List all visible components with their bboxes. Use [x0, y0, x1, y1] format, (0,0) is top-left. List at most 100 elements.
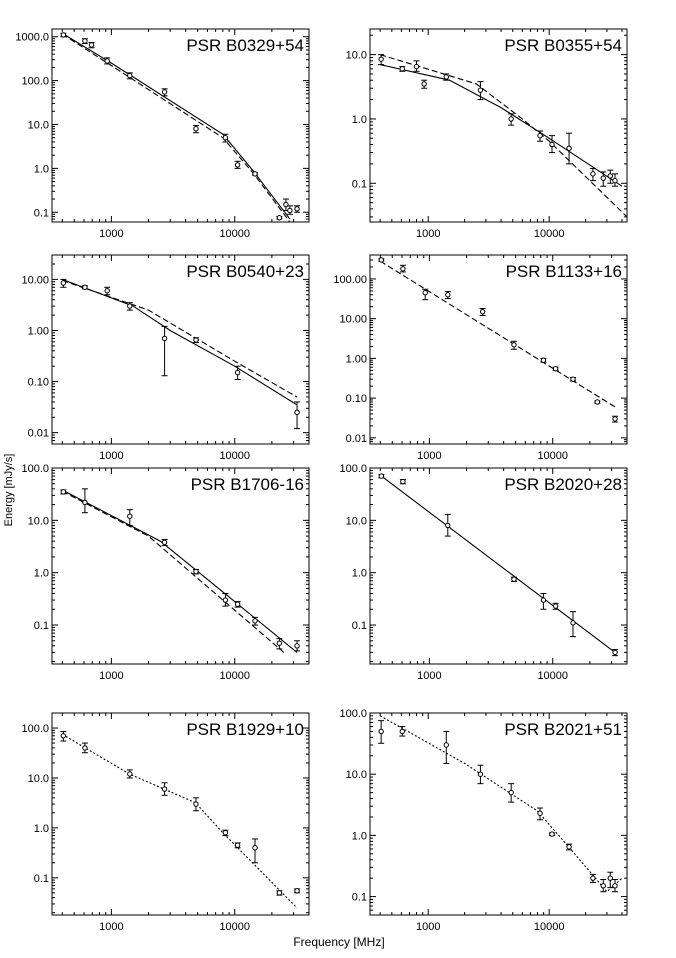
- data-point: [82, 38, 88, 44]
- data-point: [161, 786, 168, 792]
- data-point: [234, 162, 241, 168]
- x-tick-label: 10000: [537, 670, 568, 682]
- data-point: [234, 369, 241, 376]
- data-point: [127, 72, 133, 79]
- data-point: [222, 597, 229, 603]
- y-tick-label: 1.0: [352, 568, 367, 580]
- data-point: [104, 288, 110, 294]
- y-tick-label: 0.10: [346, 393, 367, 405]
- data-point: [549, 141, 555, 148]
- y-axis-label: Energy [mJy/s]: [3, 454, 15, 527]
- data-point: [443, 742, 449, 748]
- spectrum-panel: 1000 10000 100.0 10.0 1.0 0.1 PSR B1929+10: [21, 712, 310, 933]
- data-point: [252, 618, 258, 624]
- data-point: [607, 875, 613, 881]
- y-tick-label: 10.0: [346, 769, 367, 781]
- y-tick-label: 0.01: [28, 428, 49, 440]
- y-tick-label: 1.0: [34, 823, 49, 835]
- fit-line-dashed: [62, 33, 291, 223]
- fit-line-dotted: [379, 715, 623, 893]
- y-tick-label: 100.0: [21, 463, 49, 475]
- spectrum-panel: 1000 10000 10.0 1.0 0.1 PSR B0355+54: [346, 28, 628, 240]
- data-point: [594, 399, 601, 405]
- y-tick-label: 10.0: [346, 50, 367, 62]
- data-point: [294, 643, 300, 649]
- data-point: [222, 135, 229, 141]
- data-point: [570, 376, 576, 382]
- plot-frame: [51, 28, 310, 223]
- data-point: [612, 883, 618, 889]
- data-point: [60, 32, 67, 38]
- y-tick-label: 100.00: [333, 274, 367, 286]
- data-point: [82, 499, 88, 506]
- fit-line-solid: [62, 278, 298, 406]
- data-point: [127, 303, 133, 309]
- spectrum-panel: 1000 10000 1000.0 100.0 10.0 1.0 0.1 PSR B0329+…: [15, 28, 310, 240]
- data-point: [421, 81, 427, 87]
- y-tick-label: 0.1: [352, 178, 367, 190]
- data-point: [193, 568, 199, 575]
- data-point: [294, 888, 300, 894]
- data-point: [540, 357, 547, 363]
- data-point: [104, 58, 110, 64]
- fit-line-dashed: [62, 490, 285, 653]
- data-point: [82, 745, 88, 751]
- data-point: [378, 728, 384, 735]
- plot-frame: [51, 254, 310, 445]
- panel-title: PSR B2021+51: [504, 720, 622, 739]
- y-tick-label: 0.1: [352, 892, 367, 904]
- panel-title: PSR B1706-16: [191, 475, 304, 494]
- spectrum-panel: 1000 10000 10.00 1.00 0.10 0.01 PSR B0540+23: [21, 254, 310, 462]
- data-point: [612, 177, 618, 184]
- data-point: [566, 145, 572, 151]
- data-point: [612, 649, 618, 656]
- data-point: [193, 126, 199, 132]
- data-point: [378, 257, 385, 263]
- x-tick-label: 10000: [219, 921, 250, 933]
- x-axis-label: Frequency [MHz]: [293, 935, 384, 949]
- x-tick-label: 1000: [417, 450, 441, 462]
- y-tick-label: 1.0: [34, 163, 49, 175]
- data-point: [60, 280, 67, 286]
- data-point: [552, 365, 559, 372]
- spectrum-panel: 1000 10000 100.0 10.0 1.0 0.1 PSR B2021+51: [339, 708, 628, 933]
- fit-line-dotted: [62, 733, 298, 909]
- data-point: [161, 335, 168, 342]
- fit-line-dashed: [62, 279, 298, 398]
- fit-line-solid: [379, 64, 623, 187]
- data-point: [276, 640, 283, 646]
- y-tick-label: 10.00: [339, 314, 367, 326]
- data-point: [549, 831, 555, 837]
- data-point: [600, 883, 606, 889]
- y-tick-label: 1.00: [28, 325, 49, 337]
- y-tick-label: 1.0: [352, 114, 367, 126]
- y-tick-label: 100.0: [21, 76, 49, 88]
- data-point: [400, 266, 406, 272]
- data-point: [537, 810, 543, 816]
- panel-title: PSR B1133+16: [506, 262, 622, 281]
- y-tick-label: 0.1: [352, 620, 367, 632]
- y-tick-label: 100.0: [339, 708, 367, 720]
- plot-frame: [369, 28, 628, 223]
- x-tick-label: 1000: [417, 670, 441, 682]
- data-point: [127, 513, 133, 519]
- x-tick-label: 1000: [99, 670, 123, 682]
- data-point: [294, 206, 300, 212]
- data-point: [222, 830, 229, 836]
- y-tick-label: 0.10: [28, 377, 49, 389]
- y-tick-label: 10.0: [28, 515, 49, 527]
- fit-line-solid: [381, 475, 616, 653]
- y-tick-label: 10.00: [21, 274, 49, 286]
- data-point: [508, 789, 514, 796]
- data-point: [193, 801, 199, 807]
- data-point: [127, 771, 133, 777]
- x-tick-label: 10000: [534, 921, 565, 933]
- y-tick-label: 10.0: [346, 515, 367, 527]
- y-tick-label: 0.1: [34, 620, 49, 632]
- data-point: [570, 620, 576, 626]
- data-point: [477, 87, 484, 93]
- y-tick-label: 1.0: [352, 830, 367, 842]
- data-point: [477, 771, 484, 777]
- x-tick-label: 10000: [537, 450, 568, 462]
